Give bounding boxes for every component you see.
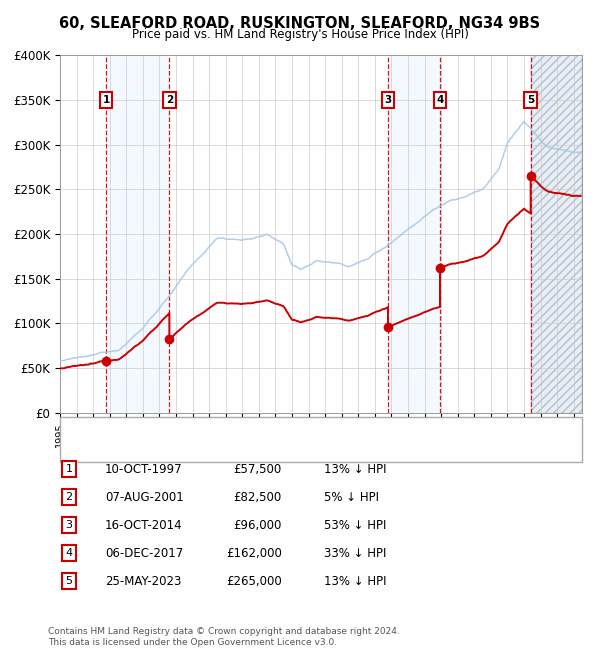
Text: 10-OCT-1997: 10-OCT-1997 [105,463,182,476]
Text: 3: 3 [385,95,392,105]
Text: 2: 2 [166,95,173,105]
Text: 3: 3 [65,520,73,530]
Text: 13% ↓ HPI: 13% ↓ HPI [324,463,386,476]
Text: £265,000: £265,000 [226,575,282,588]
Text: 4: 4 [65,548,73,558]
Text: 06-DEC-2017: 06-DEC-2017 [105,547,183,560]
Text: 33% ↓ HPI: 33% ↓ HPI [324,547,386,560]
Bar [106,55,169,413]
Text: 07-AUG-2001: 07-AUG-2001 [105,491,184,504]
Text: 60, SLEAFORD ROAD, RUSKINGTON, SLEAFORD, NG34 9BS (detached house): 60, SLEAFORD ROAD, RUSKINGTON, SLEAFORD,… [109,420,509,430]
Bar [530,55,582,413]
Text: 2: 2 [65,492,73,502]
Text: £96,000: £96,000 [233,519,282,532]
Text: 1: 1 [103,95,110,105]
Text: 13% ↓ HPI: 13% ↓ HPI [324,575,386,588]
Text: £57,500: £57,500 [234,463,282,476]
Text: Contains HM Land Registry data © Crown copyright and database right 2024.: Contains HM Land Registry data © Crown c… [48,627,400,636]
Text: HPI: Average price, detached house, North Kesteven: HPI: Average price, detached house, Nort… [109,442,382,452]
Text: 5% ↓ HPI: 5% ↓ HPI [324,491,379,504]
Text: Price paid vs. HM Land Registry's House Price Index (HPI): Price paid vs. HM Land Registry's House … [131,28,469,41]
Text: 5: 5 [527,95,534,105]
Text: 53% ↓ HPI: 53% ↓ HPI [324,519,386,532]
Bar [388,55,440,413]
Text: 1: 1 [65,464,73,474]
Text: 60, SLEAFORD ROAD, RUSKINGTON, SLEAFORD, NG34 9BS: 60, SLEAFORD ROAD, RUSKINGTON, SLEAFORD,… [59,16,541,31]
Text: £82,500: £82,500 [234,491,282,504]
Text: 5: 5 [65,576,73,586]
Text: This data is licensed under the Open Government Licence v3.0.: This data is licensed under the Open Gov… [48,638,337,647]
Text: 4: 4 [436,95,443,105]
Text: 16-OCT-2014: 16-OCT-2014 [105,519,182,532]
Text: 25-MAY-2023: 25-MAY-2023 [105,575,181,588]
Text: £162,000: £162,000 [226,547,282,560]
